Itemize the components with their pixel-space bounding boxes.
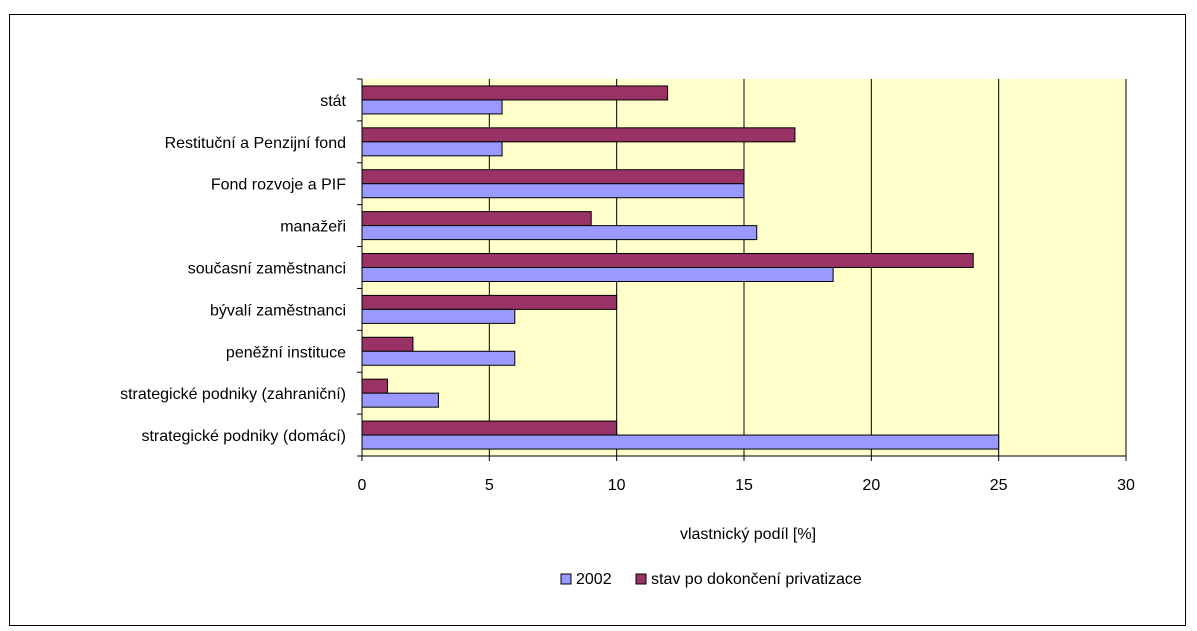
bar-post-privatization (361, 420, 618, 436)
x-tick-label: 10 (608, 477, 626, 494)
bar-post-privatization (361, 253, 974, 268)
category-label: peněžní instituce (226, 344, 346, 361)
bar-2002 (361, 99, 503, 115)
bar-2002 (361, 183, 745, 199)
category-label: současní zaměstnanci (188, 261, 346, 278)
bar-2002 (361, 267, 834, 282)
x-tick-label: 0 (358, 477, 367, 494)
bar-2002 (361, 350, 516, 366)
x-tick-label: 5 (485, 477, 494, 494)
bar-post-privatization (361, 378, 388, 394)
axes (357, 78, 1127, 461)
x-tick-label: 25 (990, 477, 1008, 494)
legend-label: 2002 (576, 571, 612, 588)
bars (361, 85, 1000, 450)
category-label: strategické podniky (zahraniční) (120, 386, 346, 403)
legend: 2002 stav po dokončení privatizace (560, 571, 862, 588)
category-label: bývalí zaměstnanci (210, 302, 346, 319)
bar-post-privatization (361, 127, 796, 143)
bar-post-privatization (361, 169, 745, 185)
x-tick-label: 20 (862, 477, 880, 494)
bar-2002 (361, 392, 439, 408)
category-label: stát (320, 93, 346, 110)
x-tick-label: 15 (735, 477, 753, 494)
bar-2002 (361, 434, 1000, 450)
x-axis-title: vlastnický podíl [%] (680, 526, 816, 543)
legend-swatch (635, 573, 647, 585)
bar-post-privatization (361, 211, 592, 227)
bar-2002 (361, 225, 758, 241)
bar-post-privatization (361, 85, 669, 101)
category-label: Restituční a Penzijní fond (165, 135, 346, 152)
legend-swatch (560, 573, 572, 585)
category-label: Fond rozvoje a PIF (211, 177, 346, 194)
tick-labels: 0 5 10 15 20 25 30 (358, 477, 1135, 494)
category-label: strategické podniky (domácí) (141, 428, 346, 445)
bar-post-privatization (361, 336, 414, 352)
category-label: manažeři (280, 219, 346, 236)
legend-label: stav po dokončení privatizace (651, 571, 862, 588)
bar-post-privatization (361, 294, 618, 310)
category-labels: stát Restituční a Penzijní fond Fond rozvo… (120, 93, 346, 445)
x-tick-label: 30 (1117, 477, 1135, 494)
bar-2002 (361, 141, 503, 157)
bar-2002 (361, 308, 516, 324)
